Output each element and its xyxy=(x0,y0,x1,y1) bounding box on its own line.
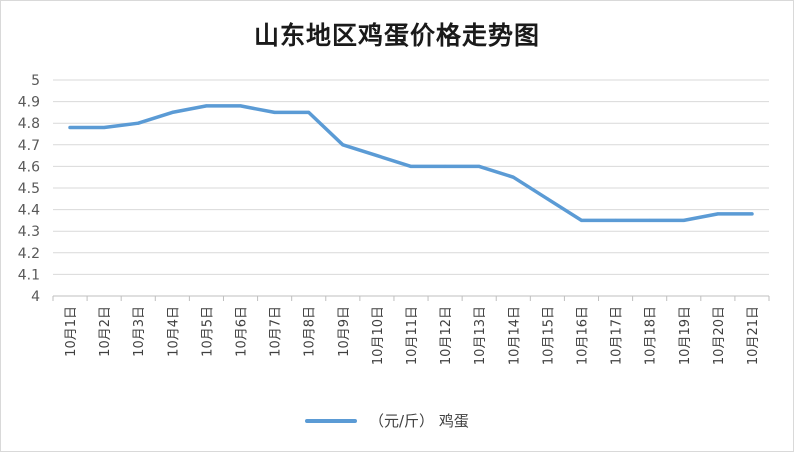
x-tick-label: 10月1日 xyxy=(64,306,79,357)
data-point xyxy=(102,126,106,130)
data-point xyxy=(511,175,515,179)
data-point xyxy=(170,110,174,114)
x-tick-label: 10月11日 xyxy=(405,306,420,365)
y-axis-ticks: 4 4.1 4.2 4.3 4.4 4.5 4.6 4.7 4.8 4.9 5 xyxy=(18,73,40,305)
x-tick-label: 10月14日 xyxy=(507,306,522,365)
data-point xyxy=(545,197,549,201)
x-tick-label: 10月9日 xyxy=(337,306,352,357)
y-tick-label: 4.6 xyxy=(18,159,40,175)
legend-swatch xyxy=(305,418,357,423)
y-tick-label: 4.8 xyxy=(18,116,40,132)
data-point xyxy=(307,110,311,114)
data-point xyxy=(716,212,720,216)
x-tick-label: 10月18日 xyxy=(644,306,659,365)
x-tick-label: 10月21日 xyxy=(746,306,761,365)
x-tick-label: 10月12日 xyxy=(439,306,454,365)
data-point xyxy=(239,104,243,108)
y-tick-label: 4.9 xyxy=(18,95,40,111)
x-tick-label: 10月20日 xyxy=(712,306,727,365)
y-tick-label: 4 xyxy=(31,289,40,305)
x-axis-ticks: 10月1日 10月2日 10月3日 10月4日 10月5日 10月6日 10月7日 10月8日… xyxy=(64,306,761,365)
y-tick-label: 5 xyxy=(31,73,40,89)
y-tick-label: 4.2 xyxy=(18,246,40,262)
x-tick-label: 10月5日 xyxy=(200,306,215,357)
y-tick-label: 4.7 xyxy=(18,138,40,154)
legend-label: （元/斤） 鸡蛋 xyxy=(369,412,469,430)
data-point xyxy=(409,164,413,168)
legend: （元/斤） 鸡蛋 xyxy=(305,410,469,431)
data-point xyxy=(614,218,618,222)
x-tick-label: 10月4日 xyxy=(166,306,181,357)
x-tick-label: 10月16日 xyxy=(575,306,590,365)
data-point xyxy=(204,104,208,108)
x-tick-label: 10月13日 xyxy=(473,306,488,365)
data-point xyxy=(273,110,277,114)
chart-title: 山东地区鸡蛋价格走势图 xyxy=(253,21,540,50)
x-tick-label: 10月2日 xyxy=(98,306,113,357)
data-point xyxy=(136,121,140,125)
gridlines xyxy=(53,79,769,297)
data-point xyxy=(579,218,583,222)
x-axis xyxy=(52,295,770,301)
data-point xyxy=(477,164,481,168)
data-point xyxy=(375,154,379,158)
y-tick-label: 4.3 xyxy=(18,224,40,240)
data-point xyxy=(750,212,754,216)
x-tick-label: 10月15日 xyxy=(541,306,556,365)
x-tick-label: 10月7日 xyxy=(269,306,284,357)
data-point xyxy=(68,126,72,130)
y-tick-label: 4.1 xyxy=(18,267,40,283)
x-tick-label: 10月17日 xyxy=(610,306,625,365)
data-point xyxy=(443,164,447,168)
series-layer xyxy=(68,104,754,223)
y-tick-label: 4.5 xyxy=(18,181,40,197)
x-tick-label: 10月10日 xyxy=(371,306,386,365)
x-tick-label: 10月19日 xyxy=(678,306,693,365)
x-tick-label: 10月8日 xyxy=(303,306,318,357)
data-point xyxy=(648,218,652,222)
x-tick-label: 10月3日 xyxy=(132,306,147,357)
y-tick-label: 4.4 xyxy=(18,203,40,219)
data-point xyxy=(682,218,686,222)
data-point xyxy=(341,143,345,147)
x-tick-label: 10月6日 xyxy=(235,306,250,357)
